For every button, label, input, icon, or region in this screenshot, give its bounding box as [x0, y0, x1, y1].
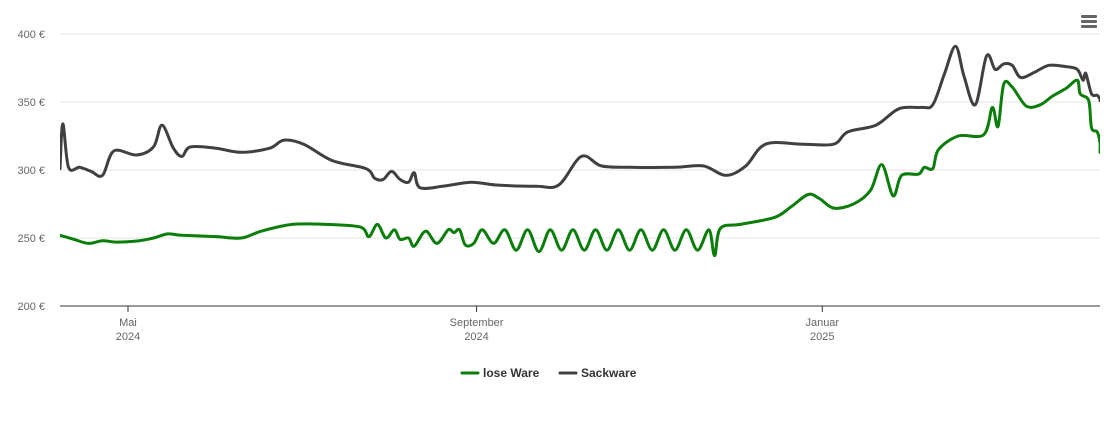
gridlines: [60, 33, 1100, 239]
series-line-sackware: [60, 44, 1100, 191]
y-tick-label: 350 €: [17, 97, 45, 109]
x-tick-month-label: September: [450, 317, 504, 329]
legend: lose Ware Sackware: [460, 366, 637, 380]
x-axis: Mai 2024 September 2024 Januar 2025: [60, 305, 1100, 343]
legend-item-lose-ware[interactable]: lose Ware: [460, 366, 540, 380]
x-tick-year-label: 2024: [116, 331, 140, 343]
x-tick-year-label: 2024: [464, 331, 488, 343]
y-tick-label: 300 €: [17, 165, 45, 177]
x-tick-month-label: Januar: [805, 317, 839, 329]
y-axis: 200 € 250 € 300 € 350 € 400 €: [17, 29, 45, 313]
plot-area: [60, 44, 1100, 258]
x-tick-month-label: Mai: [119, 317, 137, 329]
x-tick-year-label: 2025: [810, 331, 834, 343]
legend-item-sackware[interactable]: Sackware: [558, 366, 637, 380]
hamburger-menu-icon: [1081, 25, 1097, 28]
hamburger-menu-icon: [1081, 20, 1097, 23]
y-tick-label: 250 €: [17, 233, 45, 245]
series-line-lose-ware: [60, 78, 1100, 258]
legend-label: lose Ware: [483, 366, 540, 380]
hamburger-menu-icon: [1081, 15, 1097, 18]
y-tick-label: 200 €: [17, 301, 45, 313]
chart-menu-button[interactable]: [1076, 10, 1102, 34]
legend-label: Sackware: [581, 366, 637, 380]
y-tick-label: 400 €: [17, 29, 45, 41]
